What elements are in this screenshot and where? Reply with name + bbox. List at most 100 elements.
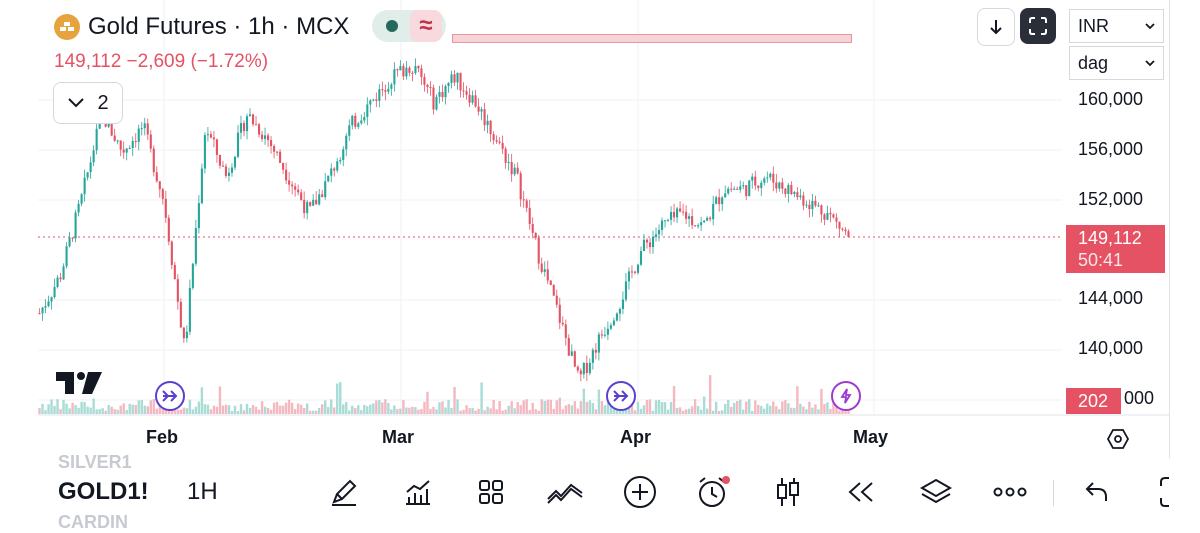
time-label: May <box>853 427 889 447</box>
volume-bar <box>787 403 790 414</box>
volume-bar <box>796 386 799 414</box>
replay-icon[interactable] <box>841 474 881 510</box>
collapse-indicators-button[interactable]: 2 <box>53 82 123 124</box>
alert-clock-icon[interactable] <box>693 474 733 510</box>
symbol-selector[interactable]: GOLD1! <box>58 478 149 505</box>
candle-body <box>525 200 528 208</box>
candle-body <box>597 334 600 353</box>
volume-bar <box>585 401 589 414</box>
event-marker-arrow-icon[interactable] <box>155 381 185 411</box>
chart-settings-button[interactable] <box>1103 424 1133 454</box>
volume-bar <box>471 408 474 414</box>
candle-body <box>612 320 615 326</box>
volume-bar <box>666 409 670 414</box>
volume-bar <box>197 401 201 414</box>
candle-body <box>492 134 495 141</box>
indicators-icon[interactable] <box>398 474 438 510</box>
candle-body <box>811 200 814 210</box>
price-change-line: 149,112 −2,609 (−1.72%) <box>54 51 269 72</box>
volume-bar <box>333 407 336 414</box>
candle-body <box>333 168 336 171</box>
candle-body <box>636 264 640 273</box>
unit-select[interactable]: dag <box>1069 46 1164 80</box>
candle-body <box>339 160 342 162</box>
price-tick: 000 <box>1124 388 1155 408</box>
volume-bar <box>564 405 568 414</box>
volume-bar <box>68 408 71 414</box>
candle-body <box>315 199 318 205</box>
volume-bar <box>720 410 724 414</box>
fullscreen-button[interactable] <box>1020 8 1056 44</box>
candle-body <box>570 351 573 356</box>
event-marker-arrow-icon[interactable] <box>606 381 636 411</box>
volume-bar <box>50 399 53 414</box>
candle-body <box>817 205 820 207</box>
candle-body <box>648 242 652 248</box>
candle-body <box>393 69 396 85</box>
candle-type-icon[interactable] <box>768 474 808 510</box>
approx-icon[interactable]: ≈ <box>410 10 442 42</box>
candle-body <box>113 135 116 141</box>
volume-bar <box>429 408 432 414</box>
templates-grid-icon[interactable] <box>471 474 511 510</box>
candle-body <box>378 89 381 101</box>
more-icon[interactable] <box>990 474 1030 510</box>
candle-body <box>639 251 643 265</box>
candle-body <box>660 220 664 231</box>
candle-body <box>267 135 270 141</box>
candle-body <box>703 220 706 223</box>
fullscreen-icon <box>1029 17 1047 35</box>
candle-body <box>844 229 847 232</box>
volume-bar <box>477 408 480 414</box>
volume-bar <box>693 399 697 414</box>
fullscreen-icon[interactable] <box>1148 474 1178 510</box>
timeframe-selector[interactable]: 1H <box>187 478 218 505</box>
volume-bar <box>690 406 694 414</box>
volume-bar <box>230 410 234 414</box>
volume-bar <box>59 409 62 414</box>
candle-body <box>582 362 585 375</box>
volume-bar <box>657 399 661 414</box>
lightning-marker-icon[interactable] <box>831 381 861 411</box>
candle-body <box>739 186 742 190</box>
volume-bar <box>736 400 739 414</box>
compare-icon[interactable] <box>545 474 585 510</box>
candle-body <box>203 135 206 169</box>
scroll-to-latest-button[interactable] <box>977 8 1015 46</box>
volume-bar <box>393 405 396 414</box>
currency-select[interactable]: INR <box>1069 9 1164 43</box>
candle-body <box>585 362 588 374</box>
candle-body <box>772 173 775 183</box>
layers-icon[interactable] <box>916 474 956 510</box>
volume-bar <box>254 406 258 414</box>
candle-body <box>516 167 519 174</box>
drawing-pen-icon[interactable] <box>324 474 364 510</box>
volume-bar <box>742 409 745 414</box>
volume-bar <box>357 405 360 414</box>
undo-icon[interactable] <box>1077 474 1117 510</box>
volume-bar <box>314 410 318 414</box>
candle-body <box>396 69 399 71</box>
candle-body <box>423 77 426 85</box>
candle-body <box>666 219 670 221</box>
candle-body <box>835 217 838 222</box>
volume-bar <box>317 407 321 414</box>
candle-body <box>125 148 128 153</box>
candle-body <box>615 313 618 321</box>
volume-bar <box>814 404 817 414</box>
candle-body <box>291 184 294 187</box>
volume-bar <box>137 400 140 414</box>
volume-bar <box>726 399 730 414</box>
volume-bar <box>173 410 177 414</box>
candle-body <box>769 173 772 178</box>
candle-body <box>507 161 510 163</box>
candle-body <box>38 313 41 315</box>
volume-bar <box>384 399 387 414</box>
volume-bar <box>308 410 312 414</box>
volume-bar <box>80 401 83 414</box>
market-status-pill[interactable]: ≈ <box>372 10 446 42</box>
add-icon[interactable] <box>620 474 660 510</box>
symbol-title[interactable]: Gold Futures · 1h · MCX <box>88 13 350 40</box>
volume-bar <box>131 404 134 414</box>
